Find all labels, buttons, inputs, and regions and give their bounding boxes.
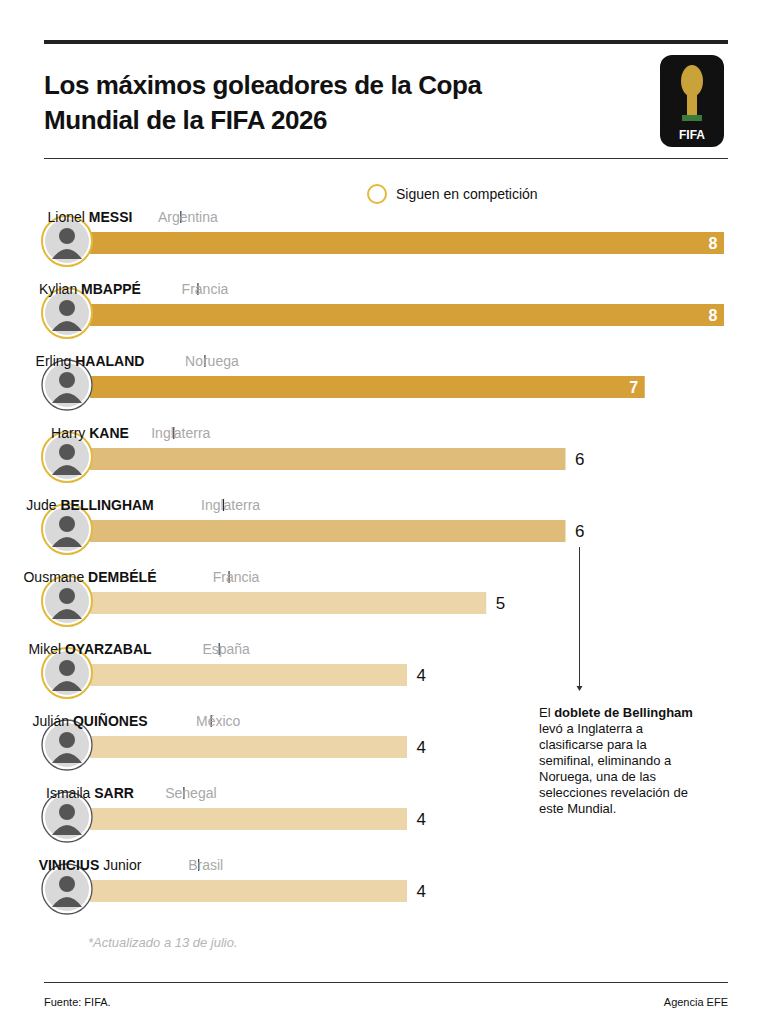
svg-text:Inglaterra: Inglaterra [201, 497, 260, 513]
svg-text:España: España [202, 641, 250, 657]
html-text:El doblete de Bellingham: El doblete de Bellingham [539, 705, 693, 720]
svg-text:4: 4 [417, 882, 426, 901]
svg-text:Brasil: Brasil [188, 857, 223, 873]
svg-text:Ousmane DEMBÉLÉ: Ousmane DEMBÉLÉ [23, 569, 156, 585]
html-text:Los máximos goleadores de la C: Los máximos goleadores de la Copa Mundia… [44, 70, 482, 135]
svg-text:Harry KANE: Harry KANE [51, 425, 129, 441]
svg-text:Francia: Francia [182, 281, 229, 297]
svg-text:Noruega: Noruega [185, 353, 239, 369]
svg-text:4: 4 [417, 738, 426, 757]
html-text:Fuente: FIFA.: Fuente: FIFA. [44, 996, 111, 1008]
html-text:levó a Inglaterra a clasificar: levó a Inglaterra a clasificarse para la… [539, 721, 688, 816]
svg-text:VINICIUS Junior: VINICIUS Junior [39, 857, 142, 873]
svg-text:Inglaterra: Inglaterra [151, 425, 210, 441]
svg-text:FIFA: FIFA [679, 128, 705, 142]
svg-text:Argentina: Argentina [158, 209, 218, 225]
svg-text:8: 8 [709, 307, 718, 324]
html-text:Agencia EFE: Agencia EFE [663, 996, 728, 1008]
svg-text:Lionel MESSI: Lionel MESSI [48, 209, 133, 225]
svg-text:México: México [196, 713, 241, 729]
svg-text:Kylian MBAPPÉ: Kylian MBAPPÉ [39, 281, 141, 297]
svg-text:Erling HAALAND: Erling HAALAND [36, 353, 145, 369]
svg-text:7: 7 [629, 379, 638, 396]
svg-text:Jude BELLINGHAM: Jude BELLINGHAM [26, 497, 154, 513]
svg-text:6: 6 [575, 450, 584, 469]
svg-text:Mikel OYARZABAL: Mikel OYARZABAL [28, 641, 152, 657]
svg-text:Julián QUIÑONES: Julián QUIÑONES [32, 712, 147, 729]
svg-text:Francia: Francia [213, 569, 260, 585]
svg-text:5: 5 [496, 594, 505, 613]
html-text:Siguen en competición: Siguen en competición [396, 186, 538, 202]
svg-text:Senegal: Senegal [165, 785, 216, 801]
html-text:*Actualizado a 13 de julio.: *Actualizado a 13 de julio. [88, 935, 238, 950]
svg-text:4: 4 [417, 666, 426, 685]
svg-text:8: 8 [709, 235, 718, 252]
svg-text:6: 6 [575, 522, 584, 541]
svg-text:Ismaila SARR: Ismaila SARR [46, 785, 134, 801]
svg-text:4: 4 [417, 810, 426, 829]
